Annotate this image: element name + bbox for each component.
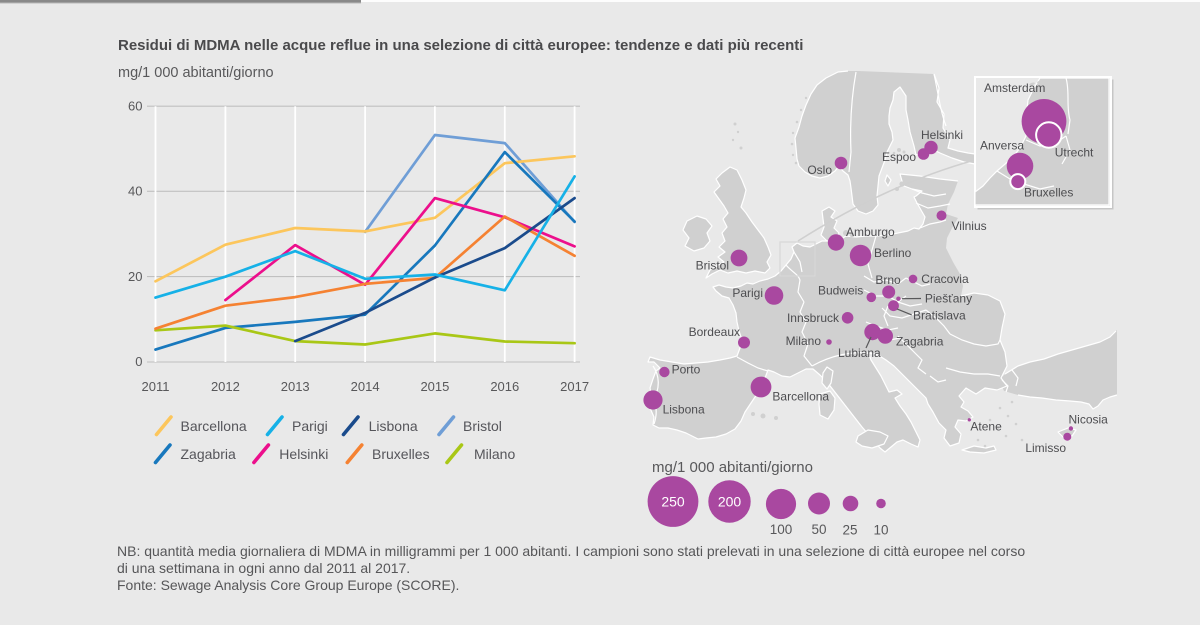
svg-text:Bruxelles: Bruxelles bbox=[1024, 186, 1073, 200]
svg-text:2017: 2017 bbox=[560, 379, 589, 394]
svg-text:Bristol: Bristol bbox=[696, 259, 729, 273]
svg-text:20: 20 bbox=[128, 269, 142, 284]
svg-text:2016: 2016 bbox=[490, 379, 519, 394]
svg-text:Nicosia: Nicosia bbox=[1069, 413, 1109, 427]
svg-text:Porto: Porto bbox=[672, 363, 701, 377]
svg-text:Vilnius: Vilnius bbox=[952, 219, 987, 233]
svg-text:Fonte: Sewage Analysis Core Gr: Fonte: Sewage Analysis Core Group Europe… bbox=[117, 577, 459, 593]
svg-text:250: 250 bbox=[661, 494, 685, 510]
svg-text:Innsbruck: Innsbruck bbox=[787, 311, 840, 325]
svg-text:Bordeaux: Bordeaux bbox=[689, 325, 740, 339]
svg-text:Espoo: Espoo bbox=[882, 150, 916, 164]
svg-text:Lisbona: Lisbona bbox=[663, 403, 705, 417]
svg-text:2012: 2012 bbox=[211, 379, 240, 394]
svg-text:Bratislava: Bratislava bbox=[913, 309, 966, 323]
svg-text:40: 40 bbox=[128, 184, 142, 199]
svg-text:Anversa: Anversa bbox=[980, 139, 1024, 153]
svg-text:Bruxelles: Bruxelles bbox=[372, 446, 430, 462]
svg-text:Lisbona: Lisbona bbox=[369, 418, 418, 434]
svg-text:Utrecht: Utrecht bbox=[1055, 146, 1094, 160]
svg-text:50: 50 bbox=[811, 522, 826, 537]
svg-text:2011: 2011 bbox=[142, 379, 170, 394]
svg-text:di una settimana in ogni anno: di una settimana in ogni anno dal 2011 a… bbox=[117, 560, 410, 576]
svg-text:2014: 2014 bbox=[351, 379, 380, 394]
svg-text:Amburgo: Amburgo bbox=[846, 225, 895, 239]
svg-text:Piešťany: Piešťany bbox=[925, 292, 972, 306]
svg-text:Cracovia: Cracovia bbox=[921, 272, 969, 286]
svg-text:mg/1 000 abitanti/giorno: mg/1 000 abitanti/giorno bbox=[118, 65, 274, 81]
svg-text:2015: 2015 bbox=[420, 379, 449, 394]
svg-text:Oslo: Oslo bbox=[807, 163, 832, 177]
svg-text:Milano: Milano bbox=[474, 446, 515, 462]
svg-text:Limisso: Limisso bbox=[1025, 441, 1066, 455]
svg-text:0: 0 bbox=[135, 354, 142, 369]
svg-text:Helsinki: Helsinki bbox=[279, 446, 328, 462]
svg-text:Bristol: Bristol bbox=[463, 418, 502, 434]
svg-text:2013: 2013 bbox=[281, 379, 310, 394]
svg-text:Barcellona: Barcellona bbox=[181, 418, 247, 434]
svg-text:Zagabria: Zagabria bbox=[181, 446, 236, 462]
svg-text:Milano: Milano bbox=[786, 334, 822, 348]
svg-text:200: 200 bbox=[718, 494, 742, 510]
svg-text:60: 60 bbox=[128, 99, 142, 114]
svg-text:Zagabria: Zagabria bbox=[896, 335, 944, 349]
svg-text:10: 10 bbox=[873, 523, 888, 538]
svg-text:Barcellona: Barcellona bbox=[772, 390, 829, 404]
svg-text:mg/1 000 abitanti/giorno: mg/1 000 abitanti/giorno bbox=[652, 459, 813, 476]
svg-text:Lubiana: Lubiana bbox=[838, 346, 881, 360]
svg-text:Parigi: Parigi bbox=[292, 418, 328, 434]
svg-text:25: 25 bbox=[842, 523, 857, 538]
svg-text:Berlino: Berlino bbox=[874, 246, 912, 260]
svg-text:Budweis: Budweis bbox=[818, 284, 863, 298]
svg-text:Atene: Atene bbox=[970, 420, 1002, 434]
svg-text:Parigi: Parigi bbox=[732, 286, 763, 300]
svg-text:Amsterdam: Amsterdam bbox=[984, 81, 1045, 95]
svg-text:NB: quantità media giornaliera: NB: quantità media giornaliera di MDMA i… bbox=[117, 543, 1025, 559]
svg-text:100: 100 bbox=[770, 522, 793, 537]
svg-text:Brno: Brno bbox=[875, 273, 901, 287]
svg-text:Residui di MDMA nelle acque re: Residui di MDMA nelle acque reflue in un… bbox=[118, 37, 803, 54]
svg-text:Helsinki: Helsinki bbox=[921, 128, 963, 142]
